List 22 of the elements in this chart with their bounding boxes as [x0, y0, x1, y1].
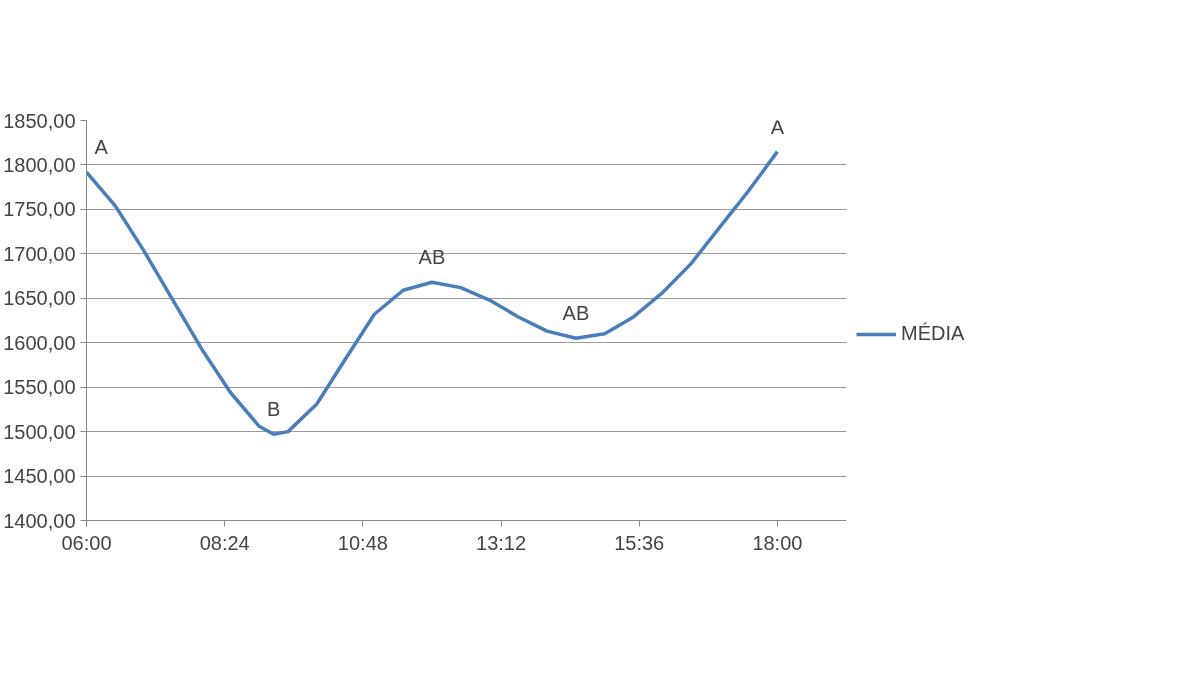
x-tick-label: 15:36 — [614, 531, 665, 554]
y-tick-label: 1650,00 — [3, 287, 76, 310]
y-tick-label: 1500,00 — [3, 420, 76, 443]
y-tick-label: 1700,00 — [3, 242, 76, 265]
y-tick-label: 1450,00 — [3, 465, 76, 488]
y-tick-label: 1800,00 — [3, 153, 76, 176]
annotation: AB — [418, 246, 446, 269]
legend-label: MÉDIA — [901, 322, 965, 345]
x-tick-label: 18:00 — [752, 531, 803, 554]
x-tick-label: 13:12 — [476, 531, 527, 554]
annotation: A — [94, 136, 109, 159]
annotation: A — [770, 115, 785, 138]
x-tick-label: 10:48 — [337, 531, 388, 554]
x-tick-label: 08:24 — [199, 531, 250, 554]
y-tick-label: 1600,00 — [3, 331, 76, 354]
annotation: AB — [562, 302, 590, 325]
y-tick-label: 1400,00 — [3, 509, 76, 532]
annotation: B — [266, 398, 281, 421]
x-tick-label: 06:00 — [61, 531, 112, 554]
y-tick-label: 1750,00 — [3, 198, 76, 221]
y-tick-label: 1550,00 — [3, 376, 76, 399]
y-tick-label: 1850,00 — [3, 109, 76, 132]
